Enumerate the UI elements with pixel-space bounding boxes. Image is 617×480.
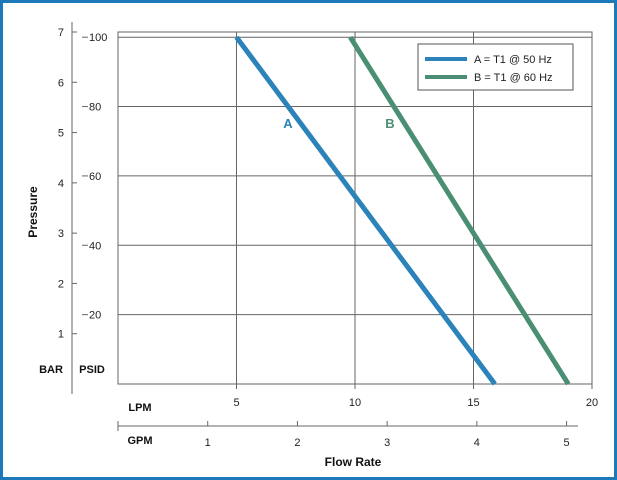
x-axis-title: Flow Rate [325,455,382,469]
gpm-tick-label: 2 [294,437,300,449]
gpm-unit-label: GPM [127,435,152,447]
bar-tick-label: 7 [58,27,64,39]
lpm-unit-label: LPM [128,402,151,414]
legend: A = T1 @ 50 Hz B = T1 @ 60 Hz [417,43,574,91]
psid-tick-label: 100 [89,32,107,44]
series-label-b: B [385,116,394,131]
legend-entry-a: A = T1 @ 50 Hz [474,54,552,66]
bar-tick-label: 6 [58,77,64,89]
legend-box [417,43,574,91]
gpm-tick-label: 3 [384,437,390,449]
bar-unit-label: BAR [39,364,63,376]
series-layer [234,35,571,386]
series-label-a: A [283,116,293,131]
lpm-tick-label: 20 [586,397,598,409]
series-line-b [348,35,571,386]
gpm-tick-label: 5 [564,437,570,449]
bar-tick-label: 1 [58,329,64,341]
gpm-tick-label: 1 [205,437,211,449]
bar-tick-label: 4 [58,178,64,190]
psid-unit-label: PSID [79,364,105,376]
bar-tick-label: 5 [58,128,64,140]
gpm-tick-label: 4 [474,437,480,449]
legend-entry-b: B = T1 @ 60 Hz [474,72,553,84]
axes [71,22,593,431]
bar-tick-label: 3 [58,228,64,240]
psid-tick-label: 40 [89,240,101,252]
lpm-tick-label: 15 [467,397,479,409]
tick-labels: 1 2 3 4 5 6 7 20 40 60 80 100 5 10 15 20 1 2 3 4 5 [58,27,598,449]
lpm-tick-label: 10 [349,397,361,409]
series-line-a [234,35,497,386]
y-axis-title: Pressure [26,186,40,238]
psid-tick-label: 60 [89,171,101,183]
psid-tick-label: 20 [89,310,101,322]
psid-tick-label: 80 [89,102,101,114]
lpm-tick-label: 5 [233,397,239,409]
bar-tick-label: 2 [58,278,64,290]
